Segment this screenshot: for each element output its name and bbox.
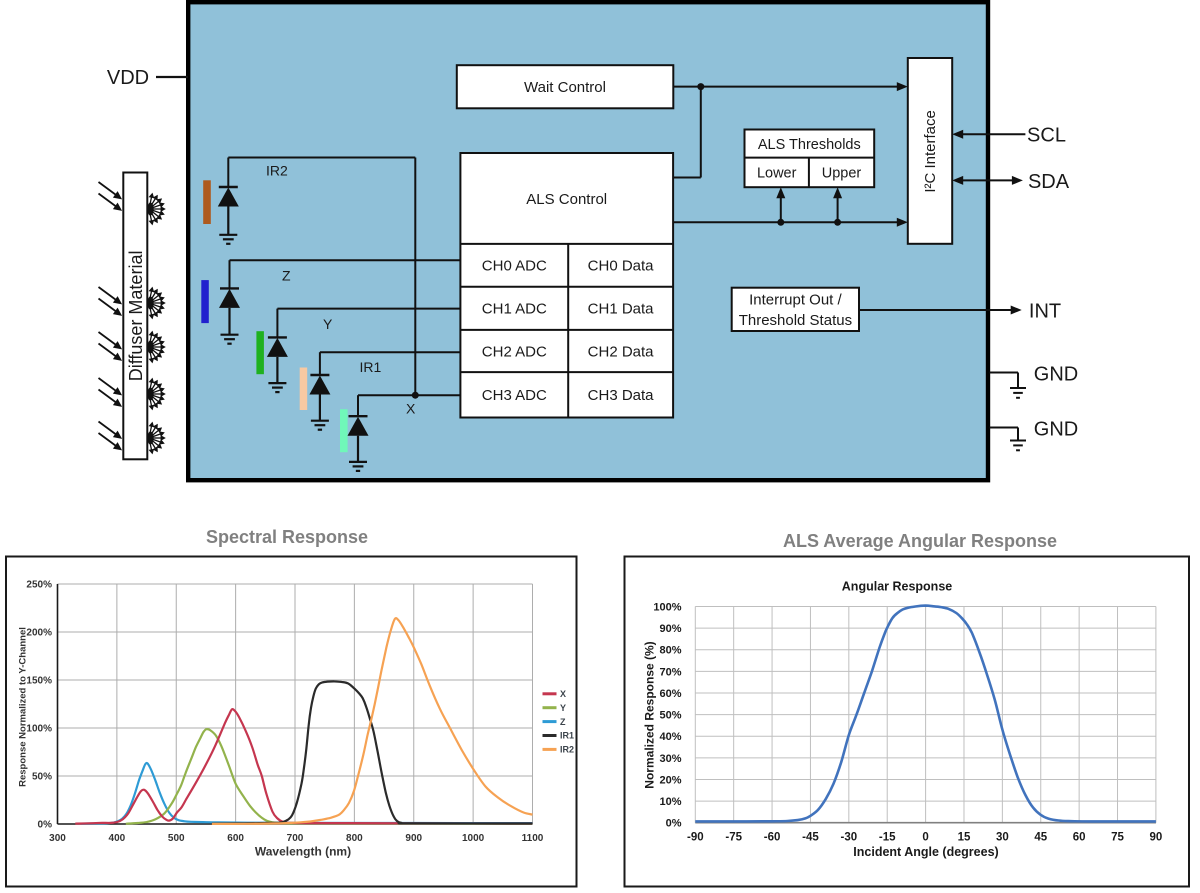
svg-text:ALS Control: ALS Control [526, 191, 607, 208]
svg-text:0%: 0% [38, 820, 53, 831]
svg-text:Normalized Response (%): Normalized Response (%) [643, 641, 657, 788]
svg-text:IR1: IR1 [360, 359, 382, 375]
svg-text:-15: -15 [879, 832, 896, 844]
svg-text:70%: 70% [659, 666, 681, 678]
svg-text:Response Normalized to Y-Chann: Response Normalized to Y-Channel [18, 627, 29, 787]
svg-text:CH1 ADC: CH1 ADC [482, 301, 547, 318]
svg-text:Spectral Response: Spectral Response [206, 527, 368, 547]
svg-text:100%: 100% [26, 724, 52, 735]
svg-text:60: 60 [1073, 832, 1086, 844]
svg-text:45: 45 [1034, 832, 1047, 844]
svg-text:CH1 Data: CH1 Data [588, 301, 655, 318]
svg-text:X: X [560, 689, 566, 699]
svg-text:IR1: IR1 [560, 731, 574, 741]
svg-text:90: 90 [1150, 832, 1163, 844]
svg-text:CH0 Data: CH0 Data [588, 258, 655, 275]
svg-text:0: 0 [922, 832, 928, 844]
svg-text:400: 400 [109, 833, 126, 844]
svg-text:100%: 100% [653, 602, 681, 614]
svg-text:Incident Angle (degrees): Incident Angle (degrees) [853, 845, 998, 859]
svg-text:800: 800 [346, 833, 363, 844]
svg-text:60%: 60% [659, 688, 681, 700]
svg-text:600: 600 [227, 833, 244, 844]
svg-text:Threshold Status: Threshold Status [739, 312, 852, 329]
svg-text:X: X [406, 401, 416, 417]
svg-text:IR2: IR2 [560, 745, 574, 755]
svg-text:Upper: Upper [822, 166, 862, 182]
svg-text:250%: 250% [26, 580, 52, 591]
svg-text:Z: Z [282, 268, 291, 284]
svg-text:700: 700 [287, 833, 304, 844]
svg-text:50%: 50% [32, 772, 52, 783]
svg-text:500: 500 [168, 833, 185, 844]
svg-text:1000: 1000 [462, 833, 485, 844]
svg-text:30%: 30% [659, 753, 681, 765]
svg-text:20%: 20% [659, 774, 681, 786]
svg-text:0%: 0% [666, 818, 682, 830]
svg-text:IR2: IR2 [266, 163, 288, 179]
svg-text:80%: 80% [659, 645, 681, 657]
svg-text:-90: -90 [687, 832, 704, 844]
svg-text:ALS Average Angular Response: ALS Average Angular Response [783, 531, 1057, 551]
svg-text:ALS Thresholds: ALS Thresholds [758, 137, 861, 153]
svg-text:-30: -30 [841, 832, 858, 844]
svg-text:CH3 ADC: CH3 ADC [482, 387, 547, 404]
svg-text:300: 300 [49, 833, 66, 844]
svg-text:I²C Interface: I²C Interface [922, 110, 939, 193]
svg-text:90%: 90% [659, 623, 681, 635]
svg-text:SCL: SCL [1027, 125, 1066, 147]
svg-text:Z: Z [560, 717, 566, 727]
svg-text:-60: -60 [764, 832, 781, 844]
svg-text:INT: INT [1029, 301, 1061, 323]
svg-text:CH2 ADC: CH2 ADC [482, 343, 547, 360]
svg-text:900: 900 [405, 833, 422, 844]
svg-text:Wait Control: Wait Control [524, 79, 606, 96]
svg-text:SDA: SDA [1028, 171, 1070, 193]
svg-text:10%: 10% [659, 796, 681, 808]
svg-text:-75: -75 [725, 832, 742, 844]
svg-text:Wavelength (nm): Wavelength (nm) [255, 845, 351, 859]
svg-text:Angular Response: Angular Response [842, 580, 952, 594]
svg-text:200%: 200% [26, 628, 52, 639]
svg-text:Interrupt Out /: Interrupt Out / [749, 291, 842, 308]
svg-text:Diffuser Material: Diffuser Material [126, 251, 146, 382]
svg-text:CH2 Data: CH2 Data [588, 343, 655, 360]
svg-text:50%: 50% [659, 710, 681, 722]
svg-text:Lower: Lower [757, 166, 797, 182]
svg-text:Y: Y [323, 316, 333, 332]
svg-text:GND: GND [1034, 419, 1078, 441]
svg-text:150%: 150% [26, 676, 52, 687]
svg-text:GND: GND [1034, 364, 1078, 386]
svg-text:CH0 ADC: CH0 ADC [482, 258, 547, 275]
svg-text:30: 30 [996, 832, 1009, 844]
svg-text:75: 75 [1111, 832, 1124, 844]
svg-text:Y: Y [560, 703, 566, 713]
svg-text:VDD: VDD [107, 67, 149, 89]
svg-text:-45: -45 [802, 832, 819, 844]
svg-text:CH3 Data: CH3 Data [588, 387, 655, 404]
svg-text:1100: 1100 [522, 833, 544, 844]
svg-text:40%: 40% [659, 731, 681, 743]
svg-text:15: 15 [958, 832, 971, 844]
